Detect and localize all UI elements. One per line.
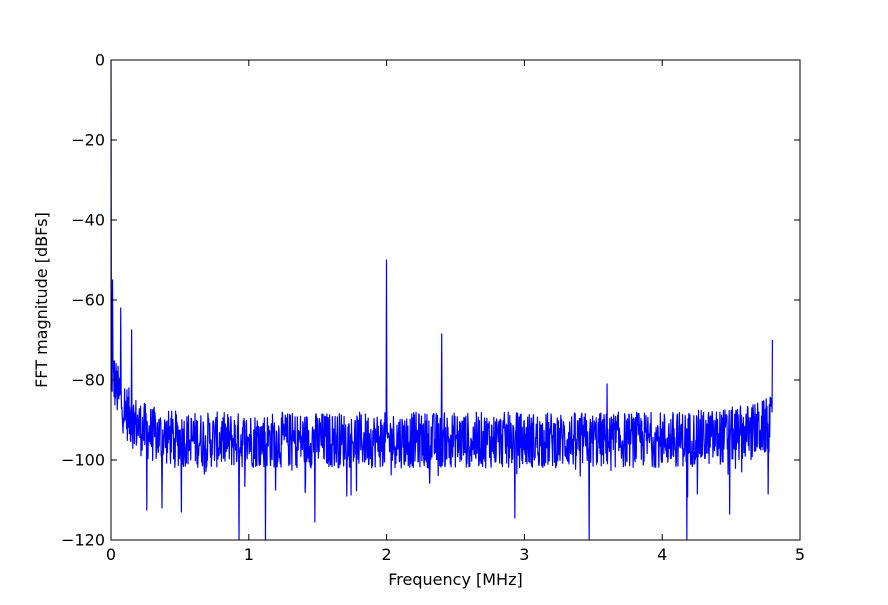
x-tick-label: 4	[657, 545, 667, 564]
x-tick-label: 2	[382, 545, 392, 564]
x-tick-label: 1	[244, 545, 254, 564]
y-tick-label: 0	[95, 51, 105, 70]
y-tick-label: −100	[61, 451, 105, 470]
ticks-layer: 0 1 2 3 4 5 0 −20 −40 −60 −80 −100 −120	[61, 51, 805, 565]
y-axis-label: FFT magnitude [dBFs]	[32, 212, 51, 388]
y-tick-label: −60	[71, 291, 105, 310]
x-axis-label: Frequency [MHz]	[388, 570, 522, 589]
y-tick-label: −120	[61, 531, 105, 550]
y-tick-label: −20	[71, 131, 105, 150]
y-tick-label: −80	[71, 371, 105, 390]
series-layer	[111, 60, 774, 540]
x-tick-label: 3	[519, 545, 529, 564]
series-line	[111, 60, 774, 540]
x-tick-label: 5	[795, 545, 805, 564]
y-tick-label: −40	[71, 211, 105, 230]
x-tick-label: 0	[106, 545, 116, 564]
